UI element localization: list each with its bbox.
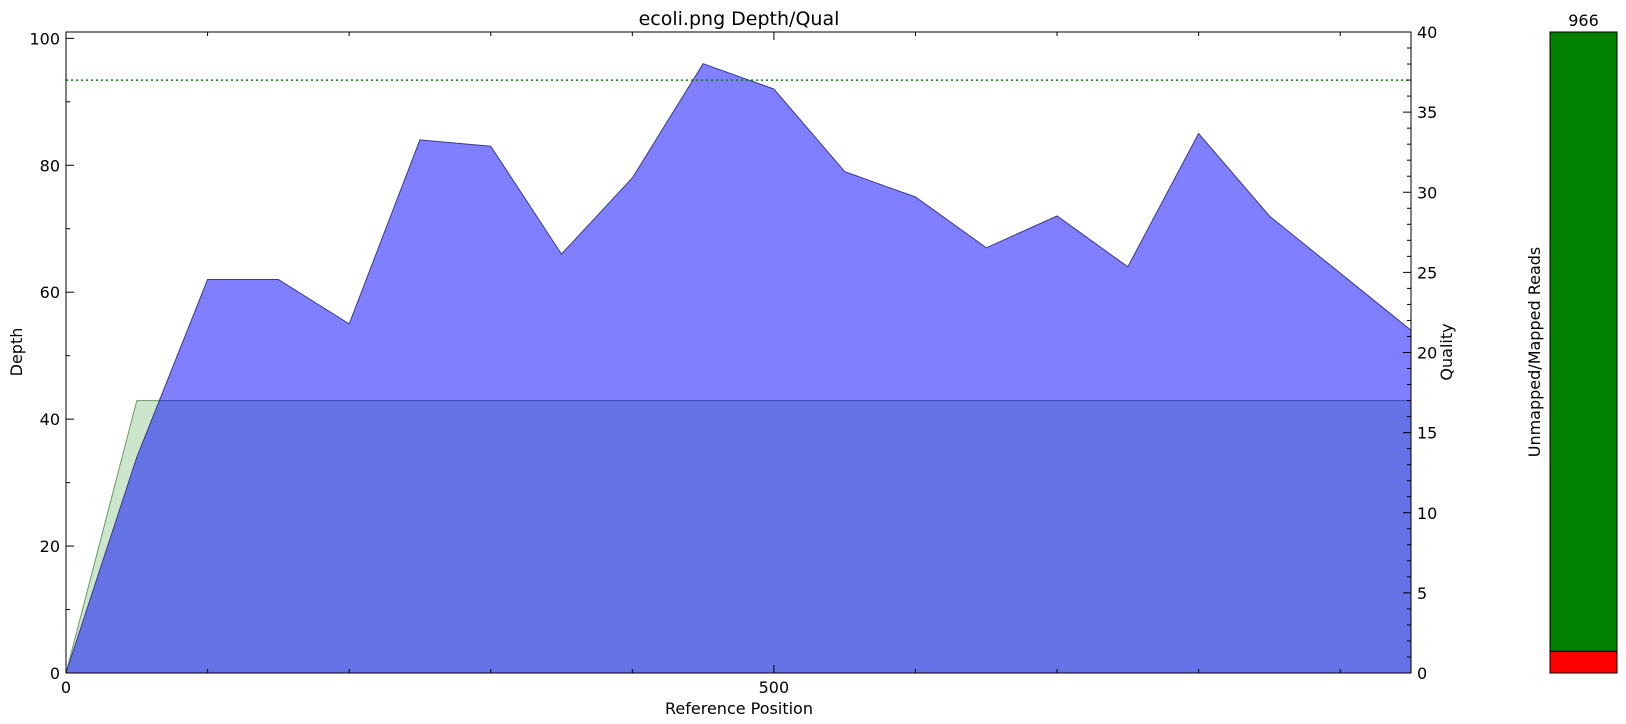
- series-areas: [65, 63, 1412, 674]
- x-tick-label: 500: [759, 678, 790, 697]
- y-tick-label: 20: [40, 537, 60, 556]
- mapped-reads-bar: [1549, 31, 1618, 652]
- unmapped-reads-bar: [1549, 650, 1618, 674]
- y-axis-label: Depth: [7, 328, 26, 377]
- y2-tick-label: 35: [1417, 103, 1437, 122]
- y2-tick-label: 20: [1417, 344, 1437, 363]
- y2-axis-label: Quality: [1437, 323, 1456, 380]
- reads-bar-chart: 34966: [1549, 11, 1618, 674]
- y2-tick-label: 10: [1417, 504, 1437, 523]
- y2-tick-label: 15: [1417, 424, 1437, 443]
- y2-tick-label: 5: [1417, 584, 1427, 603]
- chart-title: ecoli.png Depth/Qual: [639, 8, 840, 30]
- mapped-reads-label: 966: [1568, 11, 1599, 30]
- x-axis-label: Reference Position: [665, 699, 813, 718]
- series-depth-line: [65, 63, 1412, 674]
- y-tick-label: 40: [40, 410, 60, 429]
- y2-tick-label: 30: [1417, 183, 1437, 202]
- y2-tick-label: 0: [1417, 664, 1427, 683]
- y-tick-label: 60: [40, 283, 60, 302]
- reads-axis-label: Unmapped/Mapped Reads: [1525, 247, 1544, 458]
- axis-ticks: 0 500 0 20 40 60 80 100 0 5 10 15 20 25 30 35 40: [29, 23, 1437, 697]
- y-tick-label: 0: [50, 664, 60, 683]
- y2-tick-label: 25: [1417, 263, 1437, 282]
- x-tick-label: 0: [61, 678, 71, 697]
- y2-tick-label: 40: [1417, 23, 1437, 42]
- y-tick-label: 100: [29, 29, 60, 48]
- series-depth-area: [66, 63, 1411, 673]
- y-tick-label: 80: [40, 156, 60, 175]
